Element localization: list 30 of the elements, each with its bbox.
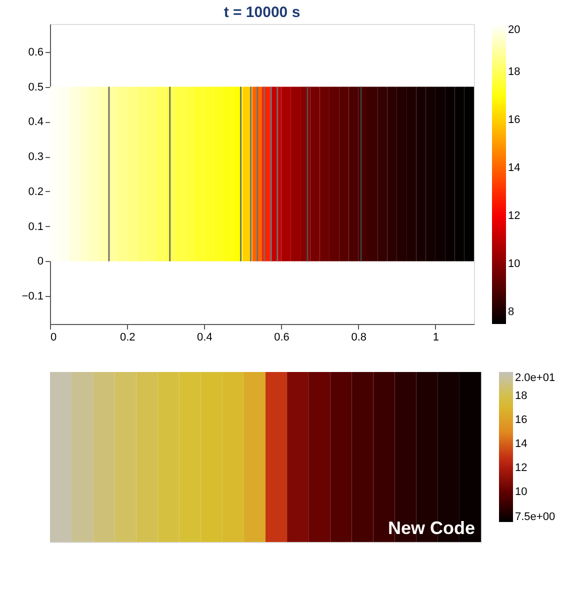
x-tick-label: 0	[50, 332, 57, 344]
color-bar-label: 14	[508, 162, 520, 174]
color-bar-label: 18	[508, 66, 520, 78]
chart-title: t = 10000 s	[224, 4, 300, 21]
x-tick-label: 0.6	[274, 332, 290, 344]
color-bar-label: 12	[515, 462, 528, 474]
y-tick-label: 0.3	[28, 151, 44, 164]
y-tick-label: 0.4	[28, 116, 44, 128]
y-tick-label: 0.1	[28, 220, 44, 233]
color-bar-label: 20	[508, 24, 520, 36]
y-tick-label: 0.6	[28, 46, 44, 58]
x-tick-label: 0.4	[197, 332, 212, 344]
x-tick-label: 0.2	[120, 332, 136, 344]
y-tick-label: 0	[37, 256, 44, 268]
x-tick-label: 0.8	[351, 332, 367, 344]
color-bar-label: 10	[508, 258, 520, 270]
color-bar-label: 7.5e+00	[515, 511, 556, 523]
y-tick-label: −0.1	[22, 290, 44, 303]
y-tick-label: 0.5	[28, 81, 44, 94]
annotation: New Code	[388, 518, 475, 538]
color-bar-label: 16	[508, 114, 520, 126]
color-bar-label: 14	[515, 438, 528, 450]
y-tick-label: 0.2	[28, 186, 44, 198]
color-bar-label: 16	[515, 414, 528, 426]
color-bar-label: 2.0e+01	[515, 372, 556, 384]
color-bar-label: 8	[508, 306, 514, 318]
color-bar-label: 12	[508, 210, 520, 222]
color-bar-label: 10	[515, 486, 528, 498]
x-tick-label: 1	[432, 332, 440, 344]
color-bar-label: 18	[515, 390, 528, 402]
